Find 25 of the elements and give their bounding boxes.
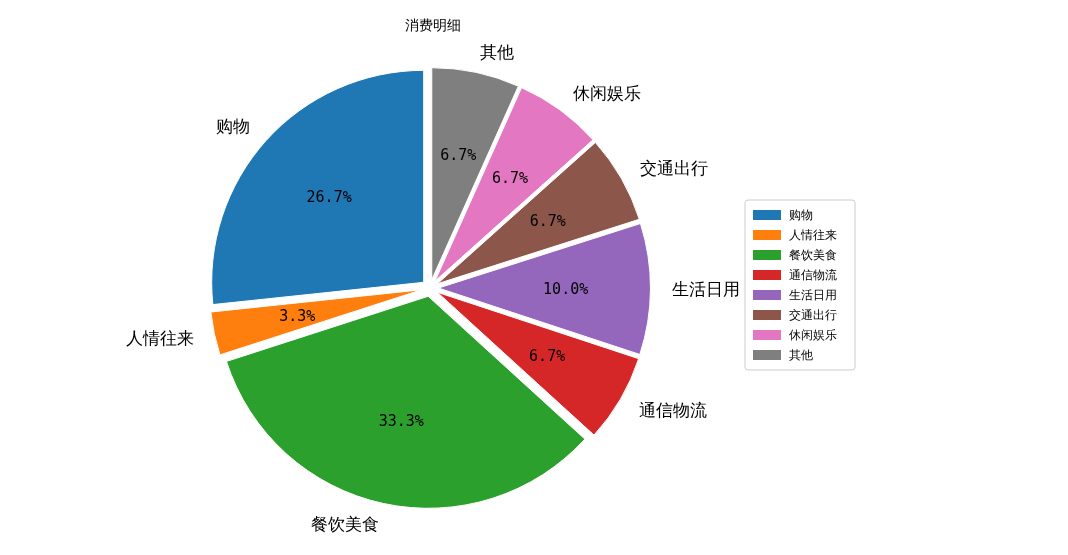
legend-label: 购物 bbox=[789, 208, 813, 222]
data-label: 6.7% bbox=[529, 211, 566, 230]
data-label: 26.7% bbox=[306, 188, 352, 207]
data-label: 10.0% bbox=[543, 279, 589, 298]
legend-label: 餐饮美食 bbox=[789, 248, 837, 262]
data-label: 6.7% bbox=[440, 146, 477, 165]
slice-label: 购物 bbox=[216, 116, 251, 137]
legend-label: 生活日用 bbox=[789, 288, 837, 302]
chart-title: 消费明细 bbox=[405, 17, 461, 33]
slice-label: 交通出行 bbox=[639, 158, 708, 179]
slice-label: 休闲娱乐 bbox=[572, 82, 641, 103]
slice-label: 其他 bbox=[480, 41, 515, 62]
data-label: 6.7% bbox=[529, 347, 566, 366]
slice-label: 人情往来 bbox=[125, 328, 194, 349]
legend-label: 其他 bbox=[789, 348, 813, 362]
legend-label: 人情往来 bbox=[789, 228, 837, 242]
legend-label: 交通出行 bbox=[789, 308, 837, 322]
legend-label: 休闲娱乐 bbox=[789, 328, 837, 342]
data-label: 33.3% bbox=[378, 411, 424, 430]
slice-label: 餐饮美食 bbox=[310, 514, 379, 535]
data-label: 3.3% bbox=[279, 307, 316, 326]
slice-label: 生活日用 bbox=[671, 279, 740, 300]
data-label: 6.7% bbox=[491, 169, 529, 188]
slice-label: 通信物流 bbox=[638, 399, 707, 420]
legend-label: 通信物流 bbox=[789, 268, 837, 282]
